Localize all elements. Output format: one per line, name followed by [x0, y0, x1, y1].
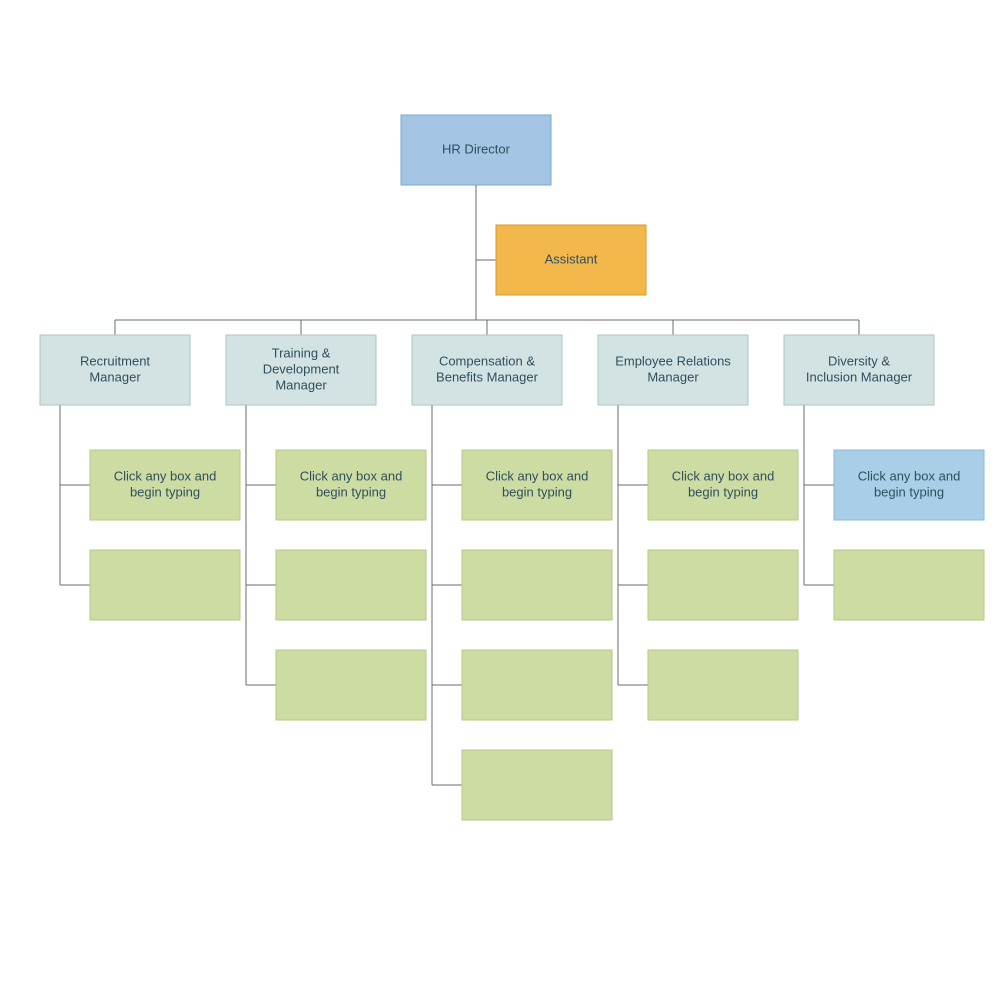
org-node-c1a[interactable]: Click any box andbegin typing [90, 450, 240, 520]
org-node-label: Click any box and [672, 468, 775, 483]
org-node-label: Click any box and [486, 468, 589, 483]
org-node-c4c[interactable] [648, 650, 798, 720]
org-node-label: Manager [647, 369, 699, 384]
org-node-label: Click any box and [300, 468, 403, 483]
org-node-label: Development [263, 361, 340, 376]
org-node-label: begin typing [316, 484, 386, 499]
org-node-label: Recruitment [80, 353, 150, 368]
org-node-label: begin typing [688, 484, 758, 499]
org-node-mgr3[interactable]: Compensation &Benefits Manager [412, 335, 562, 405]
org-node-label: Assistant [545, 251, 598, 266]
org-node-c3b[interactable] [462, 550, 612, 620]
org-node-label: begin typing [874, 484, 944, 499]
org-node-c3d[interactable] [462, 750, 612, 820]
org-node-c2a[interactable]: Click any box andbegin typing [276, 450, 426, 520]
org-node-mgr5[interactable]: Diversity &Inclusion Manager [784, 335, 934, 405]
org-node-label: Benefits Manager [436, 369, 539, 384]
org-node-label: Diversity & [828, 353, 890, 368]
org-node-label: Manager [89, 369, 141, 384]
org-node-label: Employee Relations [615, 353, 731, 368]
org-node-mgr4[interactable]: Employee RelationsManager [598, 335, 748, 405]
org-node-label: Compensation & [439, 353, 535, 368]
org-node-label: begin typing [130, 484, 200, 499]
org-node-c5b[interactable] [834, 550, 984, 620]
org-node-c3c[interactable] [462, 650, 612, 720]
org-node-mgr2[interactable]: Training &DevelopmentManager [226, 335, 376, 405]
nodes: HR DirectorAssistantRecruitmentManagerTr… [40, 115, 984, 820]
org-node-label: Inclusion Manager [806, 369, 913, 384]
org-node-c4a[interactable]: Click any box andbegin typing [648, 450, 798, 520]
org-node-c2b[interactable] [276, 550, 426, 620]
org-chart: HR DirectorAssistantRecruitmentManagerTr… [0, 0, 1000, 1000]
org-node-c1b[interactable] [90, 550, 240, 620]
org-node-assistant[interactable]: Assistant [496, 225, 646, 295]
org-node-label: HR Director [442, 141, 511, 156]
org-node-c3a[interactable]: Click any box andbegin typing [462, 450, 612, 520]
org-node-c2c[interactable] [276, 650, 426, 720]
org-node-label: Manager [275, 377, 327, 392]
org-node-label: begin typing [502, 484, 572, 499]
org-node-c4b[interactable] [648, 550, 798, 620]
org-node-director[interactable]: HR Director [401, 115, 551, 185]
org-node-label: Training & [272, 345, 331, 360]
org-node-mgr1[interactable]: RecruitmentManager [40, 335, 190, 405]
org-node-label: Click any box and [858, 468, 961, 483]
org-node-c5a[interactable]: Click any box andbegin typing [834, 450, 984, 520]
org-node-label: Click any box and [114, 468, 217, 483]
